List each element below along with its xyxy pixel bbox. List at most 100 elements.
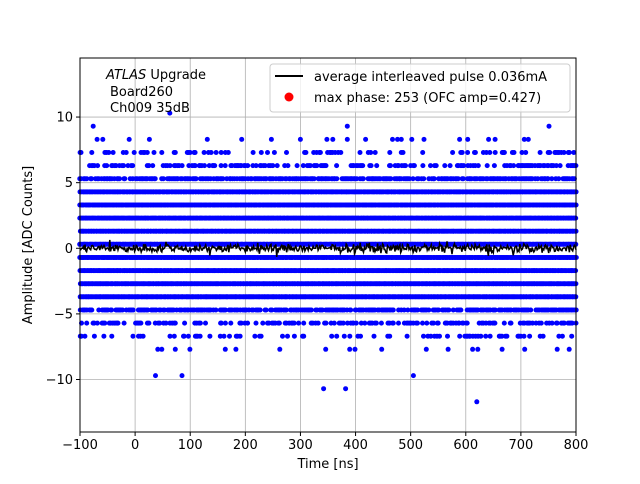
- scatter-point: [431, 320, 436, 326]
- scatter-point: [537, 150, 543, 155]
- x-tick-label: 200: [233, 438, 258, 453]
- scatter-point: [140, 333, 146, 339]
- scatter-point: [360, 163, 366, 169]
- scatter-point: [557, 163, 563, 169]
- scatter-point: [561, 320, 567, 326]
- scatter-point: [387, 150, 393, 155]
- scatter-point: [420, 163, 426, 169]
- scatter-point: [388, 163, 393, 169]
- scatter-point: [109, 307, 115, 313]
- x-tick-label: 300: [288, 438, 313, 453]
- scatter-point: [301, 320, 307, 326]
- scatter-point: [122, 176, 128, 182]
- scatter-point: [450, 150, 456, 155]
- scatter-point: [556, 333, 562, 339]
- scatter-point: [157, 320, 163, 326]
- legend-dot-icon: [284, 92, 294, 102]
- scatter-point: [465, 150, 471, 155]
- scatter-point: [401, 307, 407, 313]
- scatter-point: [131, 150, 137, 155]
- scatter-point: [277, 346, 283, 352]
- x-axis-label: Time [ns]: [296, 457, 358, 472]
- scatter-point: [521, 333, 527, 339]
- scatter-point: [508, 320, 514, 326]
- scatter-point: [368, 150, 374, 155]
- scatter-point: [192, 150, 198, 155]
- scatter-point: [437, 333, 442, 339]
- scatter-point: [117, 176, 122, 182]
- scatter-point: [421, 136, 427, 142]
- scatter-point: [284, 150, 289, 155]
- scatter-point: [528, 307, 534, 313]
- scatter-point: [569, 320, 575, 326]
- scatter-point: [457, 333, 463, 339]
- scatter-point: [222, 320, 228, 326]
- scatter-point: [511, 150, 517, 155]
- scatter-point: [547, 150, 553, 155]
- scatter-point: [283, 307, 289, 313]
- scatter-point: [89, 150, 95, 155]
- scatter-point: [329, 333, 335, 339]
- scatter-point: [130, 333, 136, 339]
- scatter-point: [525, 136, 531, 142]
- scatter-point: [522, 346, 528, 352]
- annotation-channel: Ch009 35dB: [110, 101, 190, 116]
- scatter-point: [253, 320, 259, 326]
- scatter-point: [159, 150, 165, 155]
- scatter-point: [146, 136, 152, 142]
- scatter-point: [499, 346, 505, 352]
- scatter-point: [159, 346, 165, 352]
- scatter-point: [331, 320, 337, 326]
- scatter-point: [280, 333, 285, 339]
- scatter-point: [433, 163, 439, 169]
- scatter-point: [546, 123, 552, 129]
- scatter-point: [464, 320, 470, 326]
- scatter-point: [130, 307, 136, 313]
- scatter-point: [404, 333, 410, 339]
- scatter-point: [179, 373, 185, 379]
- scatter-point: [501, 150, 507, 155]
- scatter-point: [447, 163, 453, 169]
- scatter-point: [428, 333, 434, 339]
- scatter-point: [294, 163, 300, 169]
- scatter-point: [478, 333, 484, 339]
- scatter-point: [400, 150, 406, 155]
- scatter-point: [358, 320, 364, 326]
- scatter-point: [151, 150, 157, 155]
- scatter-point: [334, 176, 340, 182]
- scatter-point: [426, 307, 432, 313]
- scatter-point: [303, 150, 309, 155]
- x-tick-label: 500: [398, 438, 423, 453]
- scatter-point: [163, 320, 169, 326]
- scatter-point: [181, 333, 187, 339]
- scatter-point: [554, 346, 560, 352]
- scatter-point: [274, 163, 280, 169]
- scatter-point: [152, 176, 158, 182]
- scatter-point: [445, 346, 451, 352]
- scatter-point: [138, 320, 144, 326]
- scatter-point: [91, 333, 97, 339]
- scatter-point: [352, 346, 358, 352]
- scatter-point: [483, 333, 489, 339]
- scatter-point: [566, 346, 572, 352]
- scatter-point: [374, 163, 380, 169]
- scatter-point: [101, 333, 107, 339]
- scatter-point: [421, 333, 426, 339]
- scatter-point: [245, 163, 251, 169]
- scatter-point: [338, 150, 344, 155]
- scatter-point: [348, 307, 354, 313]
- scatter-point: [474, 399, 480, 405]
- legend-entry-pulse: average interleaved pulse 0.036mA: [314, 70, 547, 85]
- scatter-point: [213, 150, 219, 155]
- scatter-point: [285, 333, 290, 339]
- scatter-point: [511, 163, 517, 169]
- scatter-point: [499, 333, 505, 339]
- scatter-point: [549, 320, 555, 326]
- scatter-point: [378, 320, 384, 326]
- scatter-point: [372, 150, 378, 155]
- scatter-point: [145, 307, 151, 313]
- scatter-point: [213, 307, 219, 313]
- scatter-point: [504, 333, 510, 339]
- scatter-point: [398, 136, 404, 142]
